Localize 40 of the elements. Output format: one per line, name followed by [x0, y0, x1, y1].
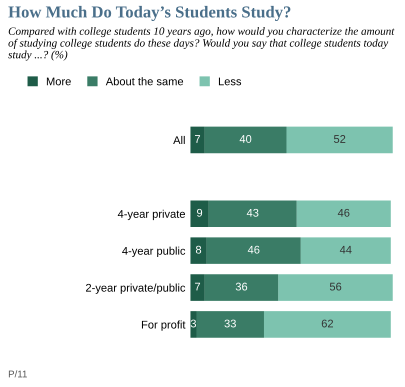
y-tick-label: 4-year public: [122, 246, 186, 257]
y-tick-label: 2-year private/public: [86, 284, 186, 294]
bar: [264, 311, 391, 338]
bar: [286, 126, 393, 154]
y-tick-label: For profit: [142, 320, 186, 331]
bar: [206, 237, 301, 264]
data-label: 9: [196, 208, 202, 217]
chart-subtitle: Compared with college students 10 years ago, how would you characterize the amount of studying college students do these days? Would you say that college students today study ...? (%): [8, 27, 395, 61]
data-label: 46: [338, 208, 350, 217]
data-label: 43: [246, 208, 258, 217]
text: P/11: [8, 370, 27, 378]
bar: [196, 311, 264, 338]
bar: [208, 200, 297, 228]
bar: [296, 200, 391, 228]
bar: [190, 126, 205, 154]
data-label: 56: [330, 282, 342, 291]
data-label: 62: [322, 320, 334, 328]
data-label: 52: [334, 135, 346, 143]
bar: [190, 237, 207, 264]
data-label: 7: [194, 135, 200, 143]
data-label: 7: [194, 282, 200, 290]
y-tick-label: 4-year private: [118, 210, 185, 220]
data-label: 44: [340, 246, 352, 254]
data-label: 36: [236, 282, 248, 291]
legend-label: Less: [218, 78, 242, 86]
data-label: 3: [190, 320, 196, 328]
bar: [190, 274, 205, 301]
bar: [204, 126, 286, 154]
data-label: 8: [196, 246, 202, 254]
bar: [190, 200, 209, 228]
data-label: 46: [248, 246, 260, 254]
bar: [278, 274, 393, 301]
bar: [204, 274, 278, 301]
chart-title: How Much Do Today’s Students Study?: [8, 6, 290, 22]
data-label: 40: [240, 135, 252, 143]
legend-label: About the same: [106, 77, 184, 86]
data-label: 33: [224, 320, 236, 328]
bar: [300, 237, 391, 264]
y-tick-label: All: [173, 136, 185, 144]
legend-label: More: [46, 78, 71, 86]
